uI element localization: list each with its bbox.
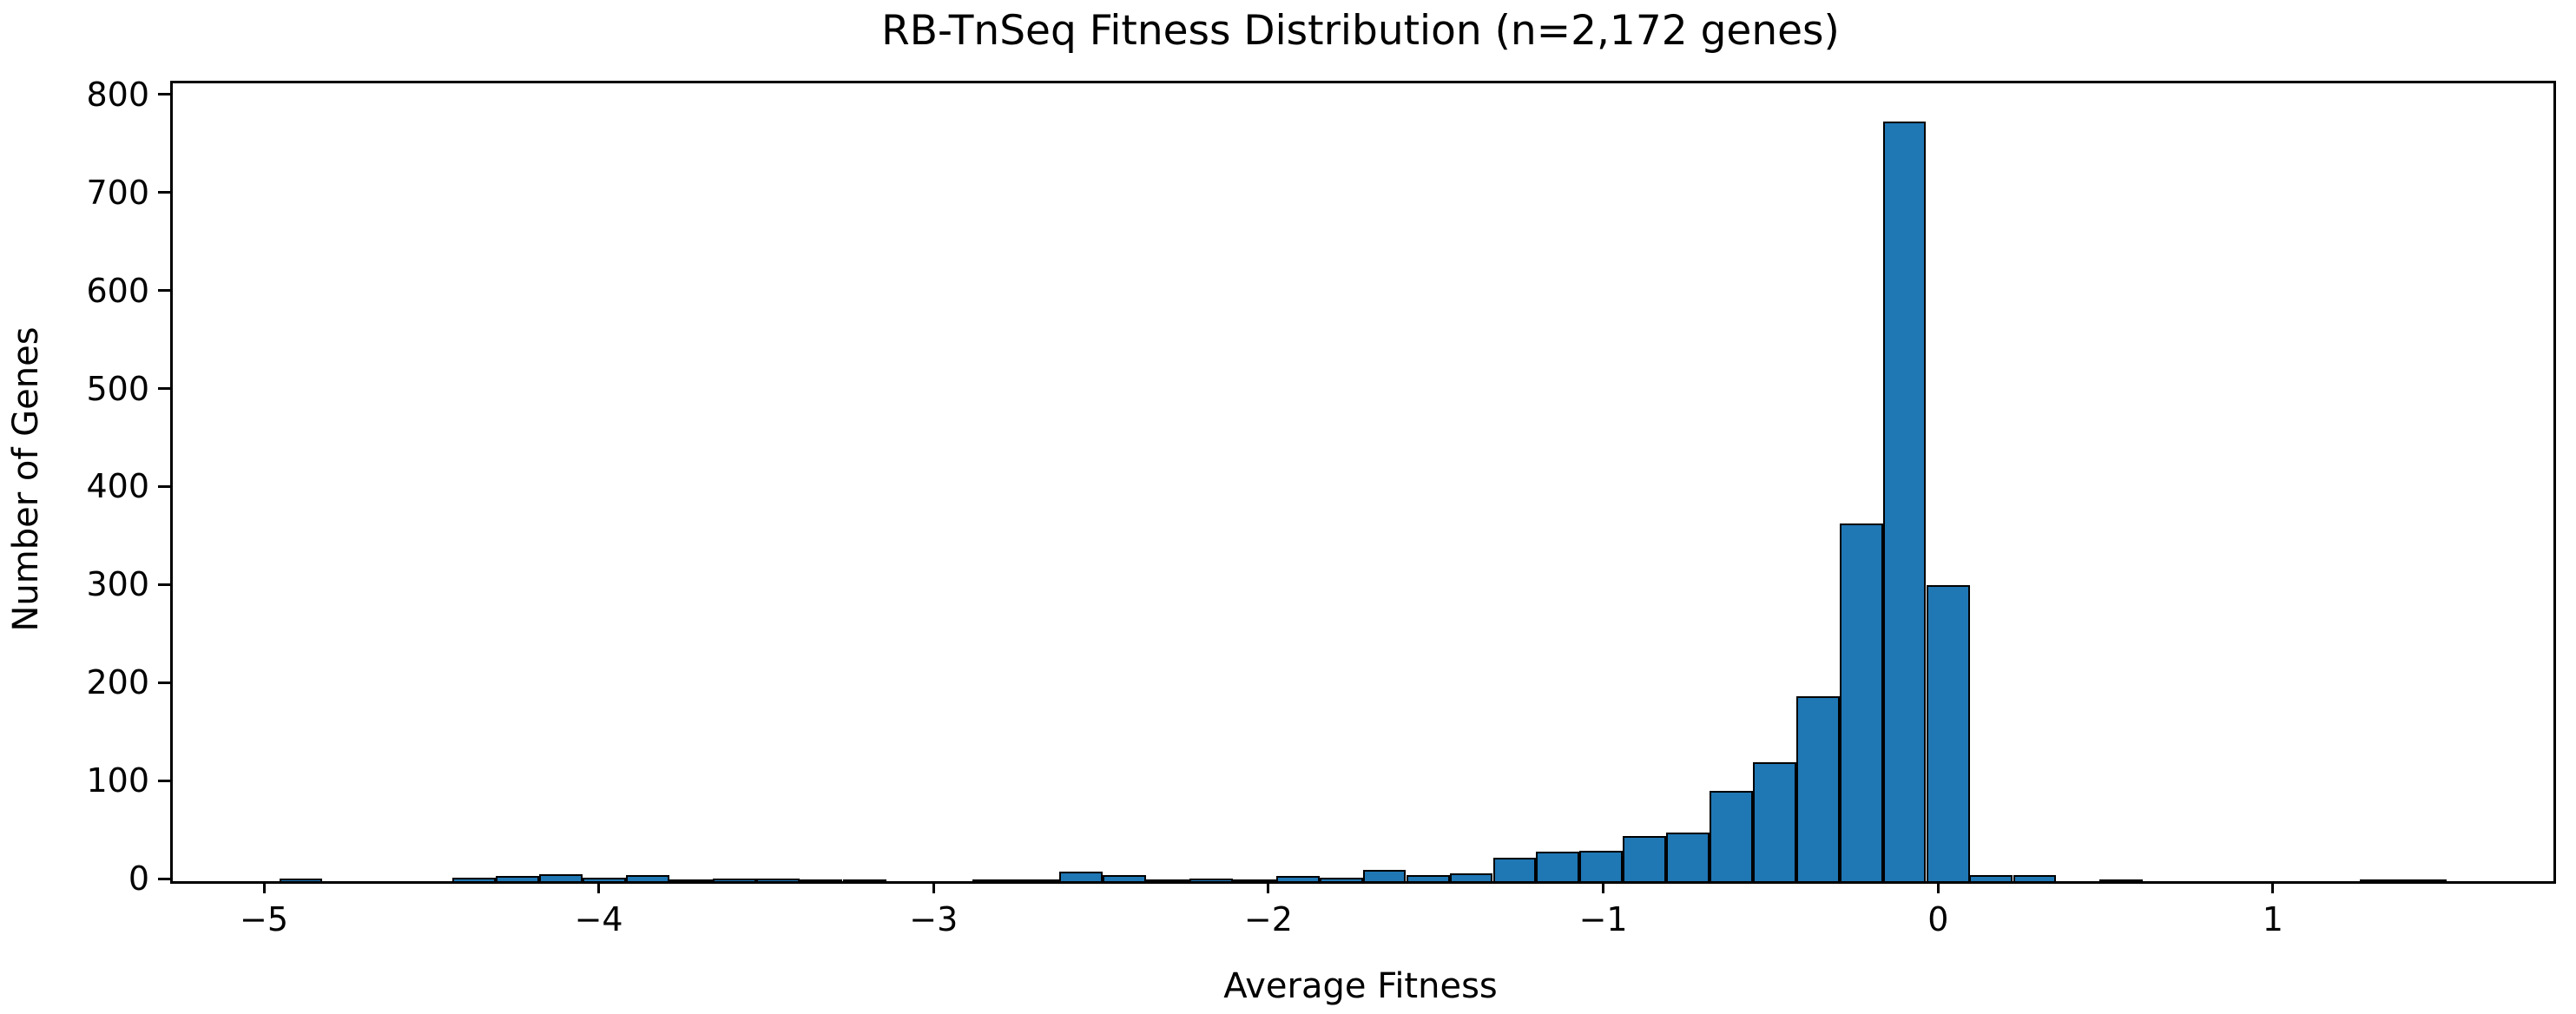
histogram-bar bbox=[1059, 871, 1104, 883]
histogram-bar bbox=[1666, 832, 1710, 883]
histogram-bar bbox=[713, 878, 756, 883]
histogram-bar bbox=[1623, 836, 1667, 883]
histogram-bar bbox=[2013, 875, 2057, 883]
histogram-bar bbox=[2359, 879, 2403, 883]
histogram-bar bbox=[1882, 122, 1927, 883]
x-tick-label: −1 bbox=[1578, 900, 1628, 938]
x-tick-label: 0 bbox=[1927, 900, 1949, 938]
histogram-bar bbox=[1189, 878, 1233, 883]
histogram-bar bbox=[1406, 875, 1450, 883]
y-tick bbox=[158, 191, 170, 194]
histogram-bar bbox=[1103, 875, 1146, 883]
y-tick bbox=[158, 779, 170, 782]
histogram-bar bbox=[1926, 585, 1970, 883]
x-tick bbox=[1602, 881, 1605, 893]
histogram-bar bbox=[496, 876, 540, 883]
histogram-bar bbox=[1752, 762, 1796, 883]
histogram-bar bbox=[1839, 523, 1883, 883]
y-tick-label: 700 bbox=[86, 173, 149, 212]
x-tick bbox=[2271, 881, 2275, 893]
histogram-bar bbox=[2099, 879, 2144, 883]
y-axis-label: Number of Genes bbox=[6, 326, 46, 632]
histogram-bar bbox=[1795, 695, 1840, 883]
x-axis-label: Average Fitness bbox=[1223, 966, 1498, 1006]
x-tick bbox=[932, 881, 935, 893]
y-tick bbox=[158, 93, 170, 96]
y-tick-label: 500 bbox=[86, 369, 149, 408]
histogram-bar bbox=[1536, 852, 1580, 883]
y-tick-label: 600 bbox=[86, 271, 149, 310]
y-tick-label: 300 bbox=[86, 565, 149, 604]
y-tick bbox=[158, 387, 170, 390]
histogram-bar bbox=[1449, 873, 1493, 883]
histogram-bar bbox=[1319, 877, 1363, 883]
y-tick-label: 800 bbox=[86, 75, 149, 114]
x-tick-label: −5 bbox=[239, 900, 289, 938]
plot-area bbox=[170, 81, 2556, 884]
y-tick bbox=[158, 289, 170, 293]
histogram-bar bbox=[279, 878, 323, 883]
histogram-bar bbox=[452, 877, 497, 883]
histogram-bar bbox=[1579, 851, 1623, 883]
x-tick-label: −2 bbox=[1243, 900, 1293, 938]
y-tick bbox=[158, 877, 170, 880]
x-tick bbox=[1267, 881, 1270, 893]
x-tick-label: −3 bbox=[909, 900, 959, 938]
histogram-bar bbox=[972, 879, 1017, 883]
histogram-bar bbox=[799, 879, 843, 883]
histogram-bar bbox=[1969, 875, 2013, 883]
histogram-bar bbox=[1492, 857, 1537, 883]
y-tick-label: 0 bbox=[128, 859, 149, 898]
y-tick-label: 100 bbox=[86, 761, 149, 800]
histogram-bar bbox=[2402, 879, 2447, 883]
histogram-bar bbox=[1710, 791, 1754, 883]
histogram-bar bbox=[1275, 876, 1320, 883]
histogram-bar bbox=[1362, 869, 1407, 883]
y-tick-label: 200 bbox=[86, 663, 149, 702]
y-tick bbox=[158, 681, 170, 684]
histogram-bar bbox=[1233, 879, 1276, 883]
histogram-bar bbox=[539, 874, 583, 883]
chart-title: RB-TnSeq Fitness Distribution (n=2,172 g… bbox=[881, 7, 1840, 55]
histogram-bar bbox=[1146, 879, 1189, 883]
histogram-bar bbox=[626, 875, 670, 883]
x-tick bbox=[1936, 881, 1940, 893]
y-tick bbox=[158, 484, 170, 488]
histogram-bar bbox=[755, 878, 800, 883]
x-tick-label: 1 bbox=[2262, 900, 2283, 938]
histogram-bar bbox=[1016, 879, 1059, 883]
x-tick-label: −4 bbox=[574, 900, 623, 938]
x-tick bbox=[262, 881, 266, 893]
histogram-bar bbox=[842, 879, 886, 883]
histogram-bar bbox=[583, 877, 626, 883]
histogram-bar bbox=[669, 879, 713, 883]
x-tick bbox=[597, 881, 601, 893]
y-tick-label: 400 bbox=[86, 467, 149, 506]
y-tick bbox=[158, 583, 170, 586]
